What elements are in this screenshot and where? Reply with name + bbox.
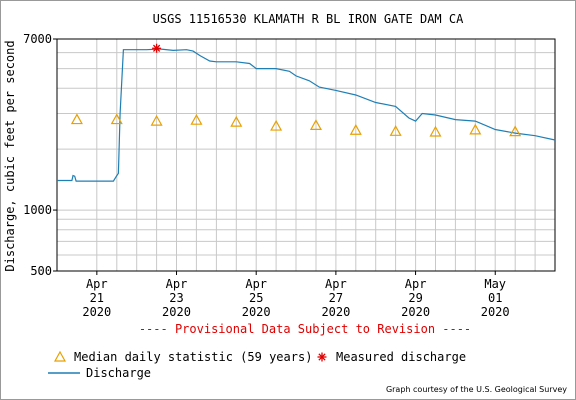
x-tick-label: Apr xyxy=(166,277,188,291)
provisional-notice: ---- Provisional Data Subject to Revisio… xyxy=(139,322,471,336)
legend-label: Discharge xyxy=(86,366,151,380)
x-tick-label: 23 xyxy=(169,291,183,305)
legend-label: Median daily statistic (59 years) xyxy=(74,350,312,364)
x-tick-label: 2020 xyxy=(401,305,430,319)
median-marker xyxy=(509,125,522,137)
y-tick-label: 1000 xyxy=(23,203,52,217)
legend-asterisk-icon xyxy=(317,352,327,362)
legend: Median daily statistic (59 years) Measure… xyxy=(48,350,466,380)
plot-border xyxy=(56,38,556,272)
median-marker xyxy=(110,113,123,125)
plot-area xyxy=(57,43,556,182)
y-tick-label: 7000 xyxy=(23,32,52,46)
y-axis-label: Discharge, cubic feet per second xyxy=(3,40,17,271)
median-marker xyxy=(389,125,402,136)
y-tick-label: 500 xyxy=(30,264,52,278)
plot-background xyxy=(57,39,555,271)
x-tick-label: 2020 xyxy=(162,305,191,319)
x-tick-label: Apr xyxy=(245,277,267,291)
median-marker xyxy=(230,115,243,127)
asterisk-stroke xyxy=(318,353,326,361)
median-marker xyxy=(429,125,442,137)
x-tick-label: Apr xyxy=(325,277,347,291)
x-tick-label: 2020 xyxy=(481,305,510,319)
median-marker xyxy=(270,119,283,131)
x-tick-label: 2020 xyxy=(321,305,350,319)
x-tick-label: 2020 xyxy=(242,305,271,319)
legend-triangle-icon xyxy=(53,350,67,362)
credit-text: Graph courtesy of the U.S. Geological Su… xyxy=(386,385,567,394)
measured-discharge-marker xyxy=(152,43,162,53)
x-tick-label: May xyxy=(484,277,506,291)
discharge-line xyxy=(57,48,556,182)
median-marker xyxy=(190,113,203,125)
x-tick-label: 01 xyxy=(488,291,502,305)
x-tick-label: 27 xyxy=(329,291,343,305)
chart-title: USGS 11516530 KLAMATH R BL IRON GATE DAM… xyxy=(153,12,464,26)
median-marker xyxy=(309,119,322,130)
axes: 50010007000Apr212020Apr232020Apr252020Ap… xyxy=(23,32,556,319)
x-tick-label: Apr xyxy=(405,277,427,291)
median-marker xyxy=(150,114,163,126)
x-tick-label: 21 xyxy=(90,291,104,305)
x-tick-label: Apr xyxy=(86,277,108,291)
median-marker xyxy=(469,123,482,135)
median-marker xyxy=(349,123,362,135)
median-marker xyxy=(70,113,83,125)
x-tick-label: 25 xyxy=(249,291,263,305)
grid xyxy=(57,38,555,272)
x-tick-label: 2020 xyxy=(82,305,111,319)
legend-label: Measured discharge xyxy=(336,350,466,364)
asterisk-stroke xyxy=(152,44,161,52)
x-tick-label: 29 xyxy=(408,291,422,305)
